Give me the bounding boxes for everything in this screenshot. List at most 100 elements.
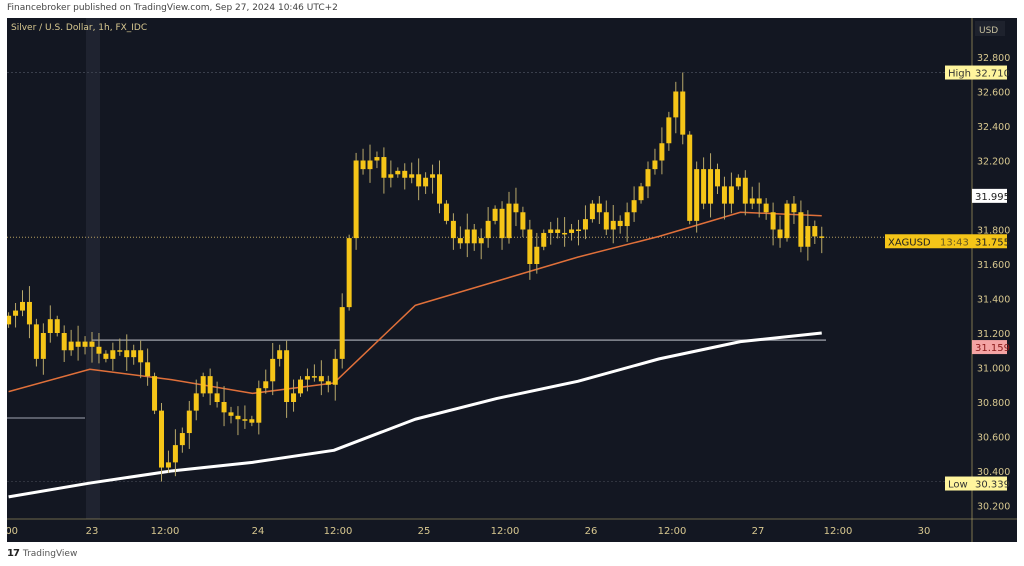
candle-body (617, 220, 623, 227)
candle-body (478, 238, 484, 244)
candle-body (464, 229, 470, 244)
candle-body (777, 229, 783, 239)
candle-body (457, 238, 463, 244)
candle-body (659, 143, 665, 161)
x-tick-label: 26 (585, 526, 598, 537)
candle-body (214, 393, 220, 402)
candle-body (499, 208, 505, 239)
candle-body (582, 219, 588, 230)
low-price-box (972, 476, 1007, 491)
tradingview-logo-icon: 17 (7, 548, 20, 559)
candle-body (179, 433, 185, 446)
y-tick-label: 32.600 (977, 88, 1010, 99)
y-tick-label: 30.800 (977, 398, 1010, 409)
candle-body (680, 91, 686, 135)
y-tick-label: 31.600 (977, 260, 1010, 271)
candle-body (346, 238, 352, 308)
low-price-value: 30.339 (975, 480, 1010, 491)
candle-body (770, 212, 776, 230)
candle-body (416, 174, 422, 187)
candle-body (548, 229, 554, 233)
x-tick-label: 25 (418, 526, 431, 537)
candle-body (541, 232, 547, 247)
candle-body (367, 160, 373, 170)
y-tick-label: 32.400 (977, 122, 1010, 133)
candle-body (318, 376, 324, 382)
candle-body (520, 212, 526, 230)
candle-body (534, 246, 540, 264)
y-tick-label: 31.000 (977, 364, 1010, 375)
candle-body (562, 232, 568, 235)
candle-body (138, 350, 144, 363)
low-label-text: Low (948, 480, 968, 491)
support-price-value: 31.159 (975, 343, 1010, 354)
candle-body (638, 186, 644, 201)
candle-body (409, 174, 415, 178)
low-label-box (945, 476, 972, 491)
candle-body (124, 350, 130, 358)
candle-body (576, 229, 581, 231)
candle-body (756, 198, 762, 204)
level-price-value: 31.995 (975, 192, 1010, 203)
y-tick-label: 31.400 (977, 295, 1010, 306)
candle-body (721, 186, 727, 204)
candle-body (270, 358, 276, 382)
candle-body (89, 341, 95, 347)
support-price-box (972, 340, 1007, 355)
candle-body (249, 419, 255, 423)
candle-body (784, 203, 790, 239)
candle-body (666, 117, 672, 144)
candle-body (708, 169, 714, 204)
candle-body (20, 301, 25, 311)
candle-body (360, 160, 366, 170)
candle-body (110, 350, 116, 359)
candle-body (555, 229, 561, 233)
tradingview-brand: TradingView (22, 548, 78, 559)
candle-body (715, 169, 720, 187)
x-tick-label: 12:00 (151, 526, 180, 537)
price-chart[interactable]: USD 32.800 32.600 32.400 32.200 31.800 31.600 3… (7, 18, 1017, 542)
candle-body (339, 307, 345, 359)
candle-body (96, 346, 102, 354)
candle-body (235, 415, 241, 420)
candle-body (256, 388, 262, 423)
candle-body (513, 203, 519, 213)
chart-panel[interactable]: USD 32.800 32.600 32.400 32.200 31.800 31.600 3… (7, 18, 1017, 542)
symbol-label-box (885, 234, 972, 249)
candle-body (763, 203, 769, 213)
candle-body (423, 177, 429, 187)
candle-body (395, 170, 401, 175)
candle-body (33, 324, 39, 359)
high-label-text: High (948, 69, 971, 80)
candle-body (728, 186, 734, 204)
candle-body (735, 177, 741, 187)
candle-body (430, 174, 436, 178)
high-price-value: 32.710 (975, 69, 1010, 80)
high-price-box (972, 65, 1007, 80)
candle-body (40, 333, 46, 359)
y-tick-label: 32.200 (977, 157, 1010, 168)
current-price-value: 31.755 (975, 237, 1010, 248)
candle-body (193, 393, 199, 411)
candle-body (82, 341, 88, 347)
tradingview-logo: 17 TradingView (7, 548, 77, 559)
candle-body (527, 229, 533, 264)
candle-body (284, 350, 290, 402)
candle-body (506, 203, 512, 239)
candle-body (443, 203, 449, 221)
candle-body (298, 379, 303, 394)
candle-body (277, 350, 283, 359)
candle-body (589, 203, 595, 220)
candle-body (117, 350, 123, 352)
y-tick-label: 32.800 (977, 53, 1010, 64)
y-tick-label: 30.600 (977, 433, 1010, 444)
current-price-box (972, 234, 1007, 249)
candle-countdown: 13:43 (940, 237, 969, 248)
high-label-box (945, 65, 972, 80)
chart-title: Silver / U.S. Dollar, 1h, FX_IDC (11, 23, 147, 33)
candle-body (186, 410, 192, 434)
candle-body (610, 220, 616, 230)
x-tick-label: 24 (252, 526, 265, 537)
candle-body (492, 208, 498, 221)
x-tick-label: :00 (7, 526, 18, 537)
